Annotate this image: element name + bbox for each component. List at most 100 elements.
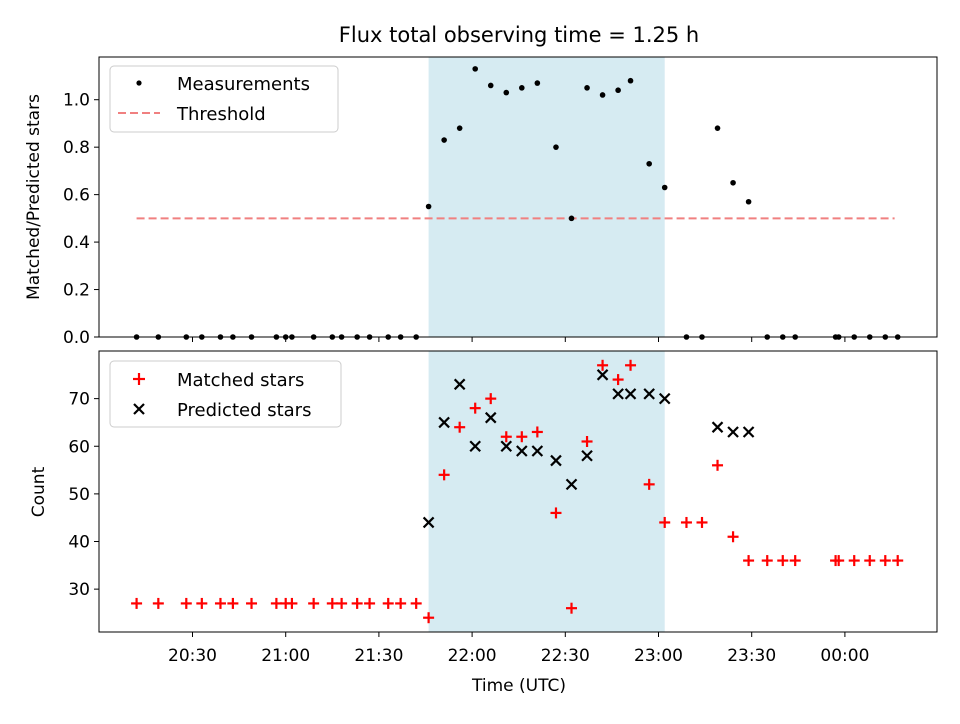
legend-threshold-label: Threshold (176, 104, 266, 125)
measurement-point (568, 215, 575, 222)
matched-star-point (214, 597, 226, 609)
bottom-y-tick-label: 30 (68, 580, 90, 600)
measurement-point (472, 66, 479, 72)
matched-star-point (351, 597, 363, 609)
measurement-point (553, 144, 559, 150)
x-tick-label: 00:00 (820, 646, 869, 666)
matched-star-point (485, 393, 497, 405)
measurement-point (425, 203, 432, 210)
x-tick-label: 21:00 (261, 646, 310, 666)
top-y-axis: 0.0 0.2 0.4 0.6 0.8 1.0 (63, 91, 99, 348)
top-y-tick-label: 0.6 (63, 186, 90, 206)
matched-star-point (696, 516, 708, 528)
predicted-star-point (531, 445, 544, 457)
top-observing-interval-band (428, 57, 665, 337)
measurement-point (745, 198, 752, 205)
matched-star-point (743, 555, 755, 567)
matched-star-point (848, 555, 860, 567)
legend-matched-label: Matched stars (177, 370, 304, 391)
bottom-y-axis: 30 40 50 60 70 (68, 390, 99, 600)
legend-predicted-marker (133, 403, 145, 415)
top-legend: Measurements Threshold (109, 65, 339, 133)
bottom-axes-frame (98, 350, 938, 633)
matched-star-point (566, 602, 578, 614)
top-panel: 0.0 0.2 0.4 0.6 0.8 1.0 Matched/Predicted sta… (24, 56, 938, 348)
predicted-star-point (422, 516, 435, 529)
bottom-y-axis-label: Count (29, 466, 49, 517)
matched-star-point (196, 597, 208, 609)
top-y-tick-label: 0.8 (63, 138, 90, 158)
measurement-point (441, 137, 447, 143)
top-y-axis-label: Matched/Predicted stars (24, 94, 44, 300)
top-legend-box (109, 65, 339, 133)
measurement-point (456, 125, 463, 131)
predicted-star-point (711, 421, 724, 433)
matched-stars-points (131, 359, 904, 624)
bottom-y-tick-label: 70 (68, 390, 90, 410)
measurement-point (534, 80, 541, 86)
matched-star-point (892, 555, 904, 567)
measurement-point (646, 160, 652, 167)
matched-star-point (438, 469, 450, 481)
matched-star-point (270, 597, 282, 609)
bottom-legend: Matched stars Predicted stars (109, 360, 342, 428)
matched-star-point (308, 597, 320, 609)
measurement-point (615, 87, 621, 94)
matched-star-point (131, 597, 143, 609)
legend-predicted-label: Predicted stars (177, 400, 311, 421)
predicted-star-point (624, 388, 637, 400)
matched-star-point (454, 421, 466, 433)
matched-star-point (612, 374, 624, 386)
x-tick-label: 22:00 (448, 646, 497, 666)
matched-star-point (531, 426, 543, 438)
matched-star-point (500, 431, 512, 443)
matched-star-point (227, 597, 239, 609)
matched-star-point (761, 555, 773, 567)
x-axis-label: Time (UTC) (471, 676, 566, 696)
legend-matched-marker (133, 373, 145, 385)
predicted-star-point (453, 378, 466, 391)
matched-star-point (777, 555, 789, 567)
predicted-star-point (484, 411, 497, 424)
measurement-point (661, 184, 668, 191)
top-axes-frame (98, 56, 938, 338)
matched-star-point (336, 597, 348, 609)
measurement-point (503, 89, 510, 96)
predicted-star-point (500, 440, 513, 453)
matched-star-point (864, 555, 876, 567)
predicted-star-point (550, 454, 562, 467)
bottom-legend-box (109, 360, 342, 428)
x-tick-label: 23:00 (634, 646, 683, 666)
x-tick-label: 20:30 (168, 646, 217, 666)
top-y-tick-label: 0.2 (63, 281, 90, 301)
predicted-star-point (742, 426, 755, 438)
matched-star-point (326, 597, 338, 609)
legend-measurements-label: Measurements (177, 74, 310, 95)
top-y-tick-label: 1.0 (63, 91, 90, 111)
matched-star-point (643, 478, 655, 490)
matched-star-point (659, 516, 671, 528)
predicted-star-point (469, 440, 481, 453)
matched-star-point (395, 597, 407, 609)
measurement-point (627, 77, 634, 84)
predicted-star-point (438, 416, 450, 429)
matched-star-point (423, 612, 435, 624)
matched-star-point (879, 555, 891, 567)
matched-star-point (597, 359, 609, 371)
measurement-point (487, 82, 494, 89)
predicted-stars-points (422, 369, 755, 529)
measurement-point (599, 92, 606, 98)
predicted-star-point (516, 445, 528, 457)
matched-star-point (789, 555, 801, 567)
predicted-star-point (581, 450, 593, 462)
matched-star-point (833, 555, 845, 567)
predicted-star-point (658, 392, 671, 405)
bottom-y-tick-label: 40 (68, 533, 90, 553)
predicted-star-point (612, 388, 624, 400)
predicted-star-point (565, 478, 578, 491)
measurement-point (584, 85, 590, 91)
bottom-x-axis: 20:30 21:00 21:30 22:00 22:30 23:00 23:30 00:00 (168, 632, 869, 666)
measurement-point (730, 179, 736, 186)
top-y-tick-label: 0.4 (63, 233, 90, 253)
